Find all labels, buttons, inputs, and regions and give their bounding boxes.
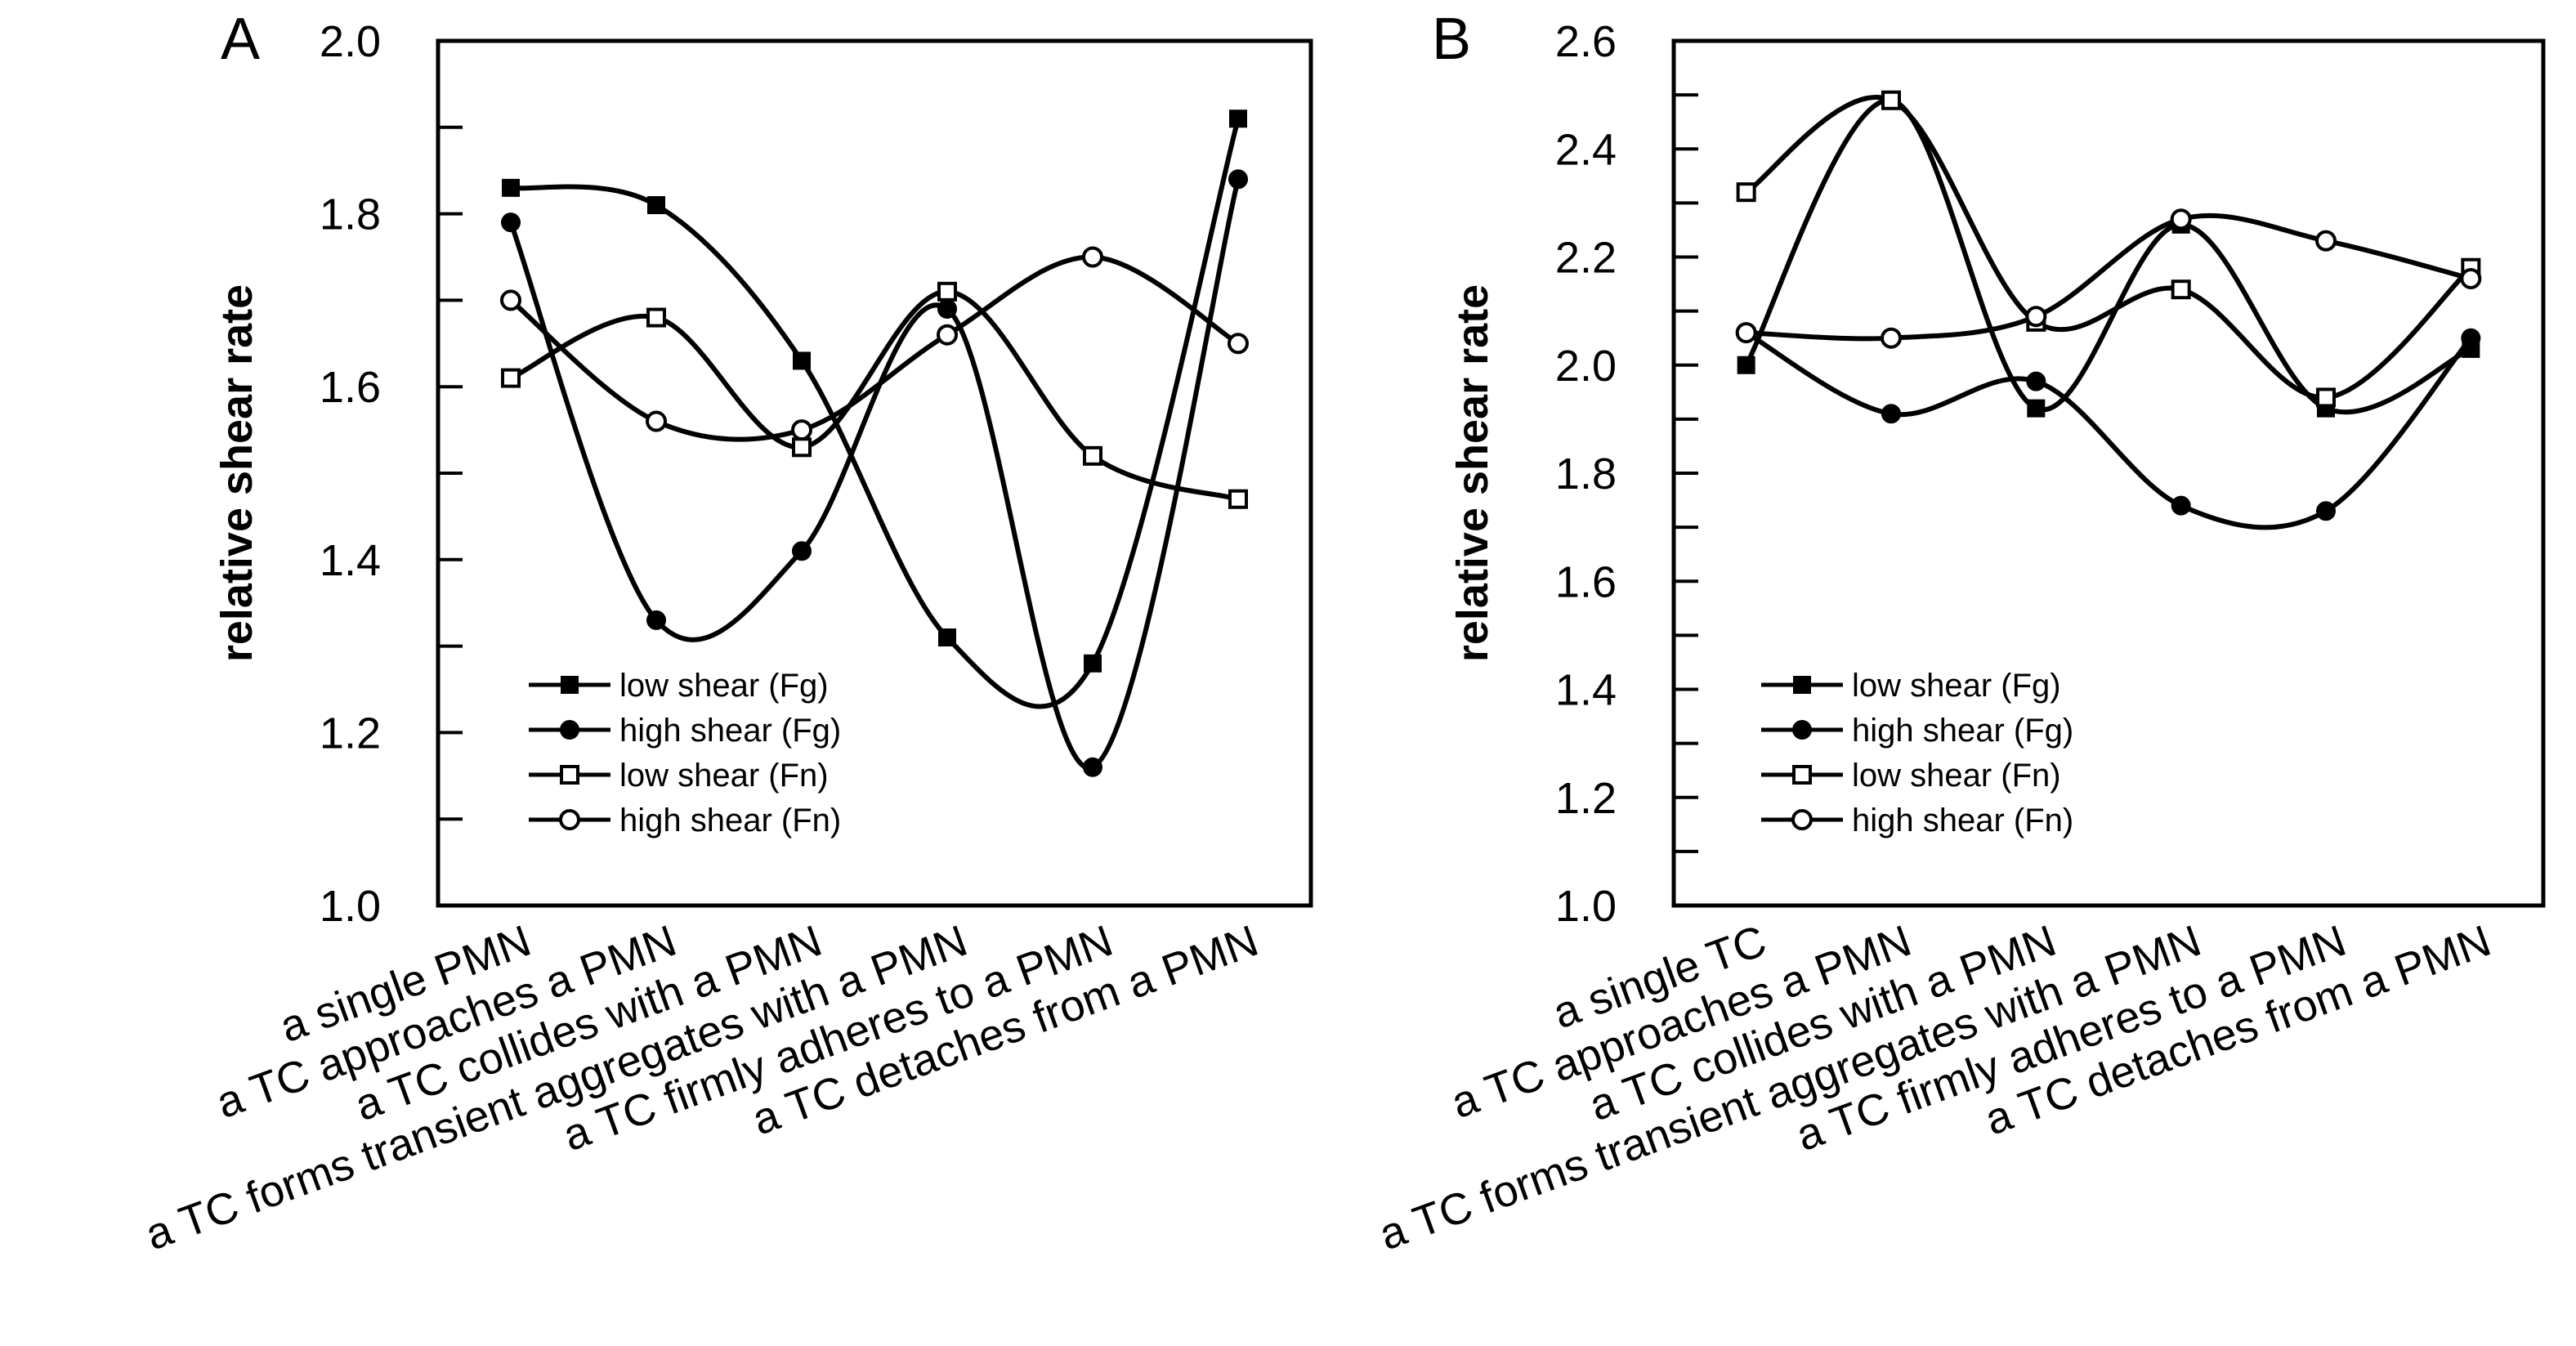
y-axis-label: relative shear rate <box>212 284 262 662</box>
data-point-filled-circle <box>2461 328 2481 348</box>
series-line-4 <box>1743 212 2474 342</box>
legend-marker-open-circle <box>1791 809 1813 830</box>
series-line-1 <box>508 116 1241 709</box>
y-tick-label: 2.0 <box>1555 342 1617 391</box>
data-point-filled-square <box>1084 654 1102 673</box>
y-tick-label: 1.6 <box>1555 557 1617 606</box>
series-line-2 <box>508 177 1241 771</box>
data-point-open-square <box>1228 489 1248 509</box>
y-tick-label: 2.4 <box>1555 125 1617 174</box>
data-point-open-circle <box>2170 208 2192 230</box>
data-point-open-circle <box>1881 327 1902 349</box>
panel-b: B 1.0 1.2 1.4 1.6 1.8 2.0 2.2 2.4 2.6 relative she… <box>1373 7 2546 1259</box>
legend-marker-open-square <box>560 765 579 785</box>
data-point-filled-circle <box>937 298 957 319</box>
data-point-filled-square <box>502 178 520 197</box>
data-point-open-circle <box>791 419 812 441</box>
y-tick-label: 1.6 <box>320 363 381 412</box>
data-point-filled-square <box>647 196 665 215</box>
y-tick-label: 2.0 <box>320 17 381 66</box>
data-point-open-square <box>646 307 666 328</box>
data-point-filled-square <box>1737 356 1755 374</box>
series-line-3 <box>1743 95 2474 400</box>
data-point-open-circle <box>1082 246 1103 268</box>
data-point-open-circle <box>500 289 521 311</box>
y-tick-label: 1.2 <box>320 709 381 758</box>
panel-letter: B <box>1432 7 1471 72</box>
data-point-filled-circle <box>646 610 666 630</box>
y-tick-label: 2.6 <box>1555 17 1617 66</box>
data-point-filled-circle <box>2171 495 2191 516</box>
y-tick-label: 1.8 <box>1555 449 1617 499</box>
y-tick-label: 1.0 <box>1555 882 1617 931</box>
data-point-open-square <box>792 437 812 458</box>
data-point-filled-circle <box>1228 169 1248 190</box>
data-point-open-square <box>1083 445 1102 466</box>
data-point-open-square <box>1881 90 1901 110</box>
data-point-filled-circle <box>501 212 521 233</box>
legend-label: low shear (Fn) <box>1852 758 2061 794</box>
data-point-filled-square <box>938 628 956 647</box>
y-tick-label: 1.0 <box>320 882 381 931</box>
data-point-open-circle <box>2460 267 2482 289</box>
data-point-filled-square <box>793 351 811 370</box>
data-point-open-square <box>1736 182 1756 203</box>
legend-label: low shear (Fg) <box>1852 668 2061 704</box>
legend-marker-open-square <box>1792 765 1812 785</box>
legend-marker-filled-circle <box>1792 720 1812 740</box>
data-point-filled-square <box>2027 399 2046 418</box>
legend-label: high shear (Fg) <box>1852 713 2073 749</box>
data-point-filled-circle <box>2316 501 2336 521</box>
legend-label: low shear (Fn) <box>619 758 829 794</box>
data-point-open-circle <box>1735 322 1757 344</box>
data-point-filled-circle <box>1083 757 1102 777</box>
series-line-1 <box>1743 97 2474 415</box>
legend-label: high shear (Fg) <box>619 713 841 749</box>
legend-marker-filled-square <box>561 676 579 694</box>
data-point-open-circle <box>1228 333 1249 355</box>
legend-label: high shear (Fn) <box>1852 803 2073 838</box>
data-point-open-circle <box>646 410 667 432</box>
data-point-open-circle <box>2315 230 2337 252</box>
data-point-filled-circle <box>792 541 812 561</box>
legend-marker-filled-square <box>1793 676 1811 694</box>
legend-label: low shear (Fg) <box>619 668 829 704</box>
legend-marker-filled-circle <box>560 720 579 740</box>
data-point-open-square <box>2171 279 2191 300</box>
y-tick-label: 1.4 <box>1555 666 1617 715</box>
data-point-open-circle <box>937 324 958 346</box>
legend-marker-open-circle <box>559 809 580 830</box>
data-point-filled-circle <box>2026 371 2046 391</box>
data-point-open-square <box>937 281 957 302</box>
data-point-filled-circle <box>1881 404 1901 424</box>
y-axis-label: relative shear rate <box>1448 284 1497 662</box>
series-line-2 <box>1743 330 2474 530</box>
y-tick-label: 1.8 <box>320 190 381 239</box>
data-point-filled-square <box>1229 110 1247 128</box>
y-tick-label: 1.2 <box>1555 774 1617 823</box>
data-point-open-circle <box>2025 306 2047 328</box>
panel-letter: A <box>221 7 260 72</box>
y-tick-label: 2.2 <box>1555 234 1617 283</box>
data-point-open-square <box>2316 387 2336 408</box>
y-tick-label: 1.4 <box>320 536 381 585</box>
data-point-open-square <box>501 368 521 388</box>
series-line-4 <box>508 254 1241 442</box>
legend-label: high shear (Fn) <box>619 803 841 838</box>
